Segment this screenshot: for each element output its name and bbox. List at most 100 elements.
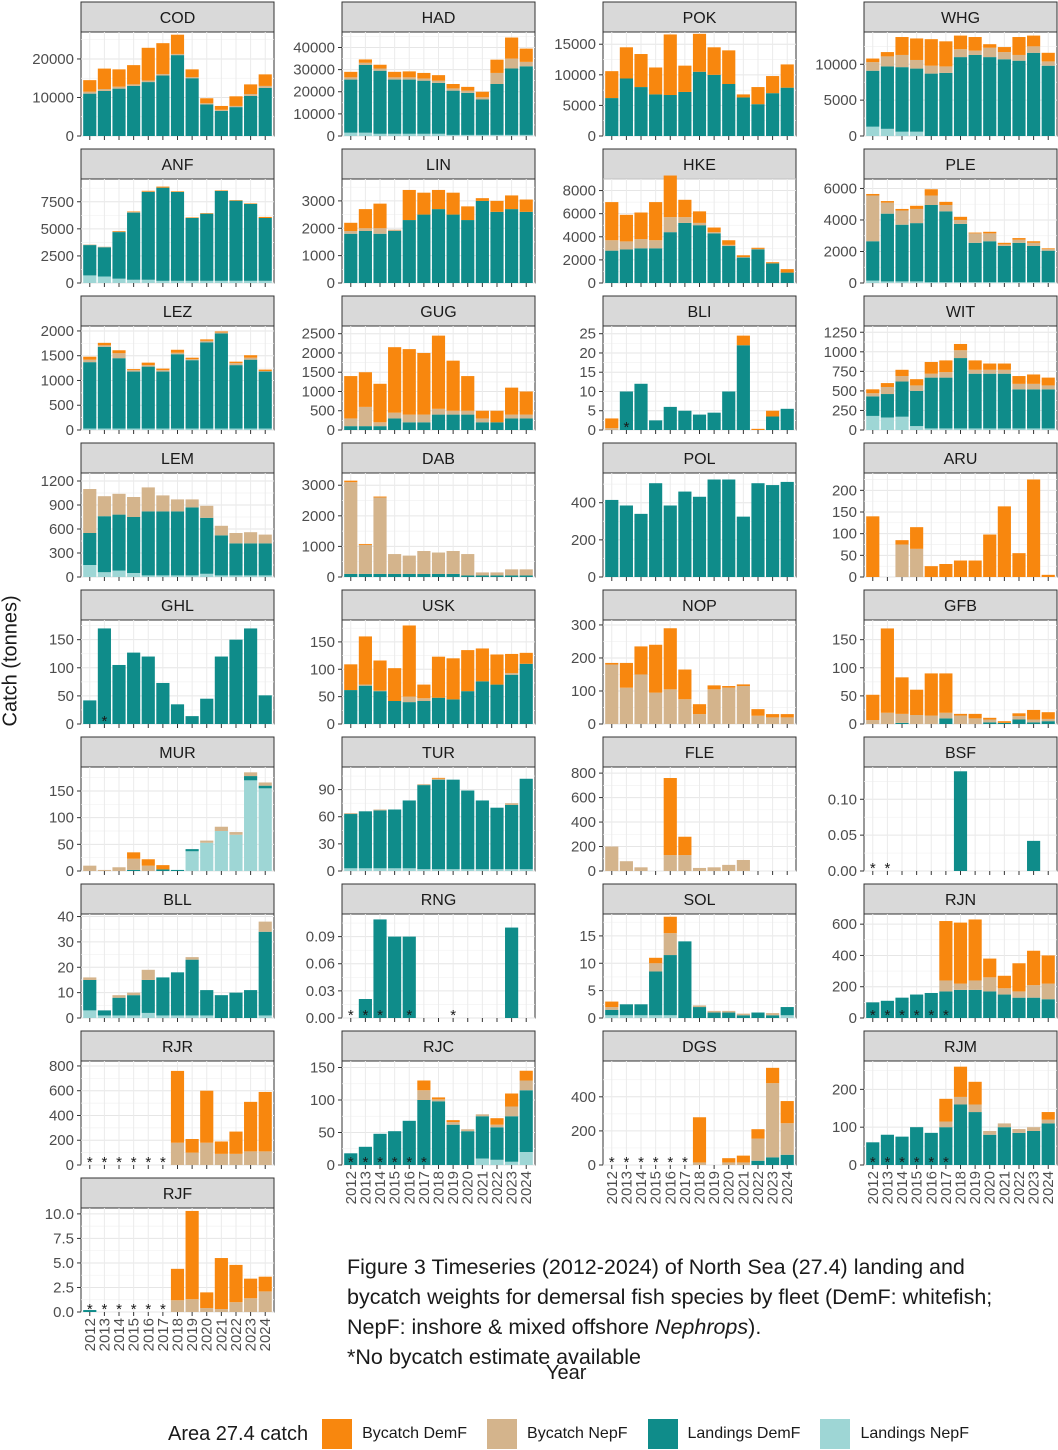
- bar-lin-2024-bycatch-demf: [519, 199, 533, 212]
- facet-strip-pol: [602, 442, 797, 474]
- bar-rjr-2019-bycatch-nepf: [185, 1152, 199, 1165]
- bar-hke-2022-bycatch-nepf: [751, 248, 765, 250]
- facet-title-rjc: RJC: [423, 1039, 454, 1056]
- bar-cod-2015-bycatch-demf: [127, 65, 141, 85]
- bar-ple-2021-bycatch-demf: [997, 242, 1011, 245]
- bar-lez-2016-bycatch-nepf: [141, 365, 155, 367]
- no-estimate-star-rjm-2016: *: [928, 1154, 934, 1171]
- bar-anf-2018-landings-nepf: [170, 280, 185, 283]
- x-tick-dgs-2016: 2016: [662, 1171, 679, 1204]
- facet-strip-aru: [863, 442, 1058, 474]
- bar-had-2020-landings-nepf: [461, 134, 475, 136]
- bar-usk-2024-landings-demf: [519, 663, 533, 724]
- y-tick-lem: 900: [49, 497, 74, 514]
- y-tick-aru: 200: [832, 482, 857, 499]
- y-tick-rjn: 400: [832, 947, 857, 964]
- bar-tur-2022-landings-nepf: [490, 869, 504, 871]
- x-tick-rjf-2012: 2012: [82, 1318, 99, 1351]
- bar-tur-2024-landings-demf: [519, 778, 533, 870]
- bar-lez-2015-bycatch-nepf: [127, 370, 141, 372]
- bar-wit-2012-bycatch-nepf: [866, 393, 880, 397]
- bar-rjm-2016-landings-demf: [924, 1132, 938, 1165]
- bar-lez-2018-bycatch-demf: [170, 349, 185, 353]
- bar-rjf-2023-bycatch-demf: [244, 1278, 258, 1299]
- bar-rjr-2022-bycatch-nepf: [229, 1153, 243, 1165]
- bar-bll-2019-landings-demf: [185, 959, 199, 1016]
- no-estimate-star-rjr-2015: *: [131, 1154, 137, 1171]
- bar-rjc-2020-bycatch-nepf: [461, 1129, 475, 1132]
- bar-cod-2016-landings-demf: [141, 82, 155, 136]
- bar-dab-2016-bycatch-nepf: [402, 555, 416, 574]
- bar-rjn-2021-landings-demf: [997, 994, 1011, 1018]
- bar-cod-2022-bycatch-demf: [229, 96, 243, 106]
- bar-aru-2014-bycatch-demf: [895, 540, 909, 545]
- bar-lem-2022-landings-nepf: [229, 575, 243, 577]
- bar-had-2019-landings-demf: [446, 90, 460, 135]
- bar-had-2024-bycatch-demf: [519, 48, 533, 62]
- bar-pol-2012-landings-demf: [605, 499, 619, 577]
- bar-wit-2014-landings-demf: [895, 381, 909, 417]
- bar-whg-2015-landings-demf: [910, 68, 924, 132]
- bar-rjn-2017-landings-demf: [939, 991, 953, 1018]
- no-estimate-star-rjm-2017: *: [943, 1154, 949, 1171]
- bar-fle-2016-bycatch-demf: [663, 778, 677, 856]
- bar-hke-2015-landings-demf: [649, 248, 663, 283]
- bar-had-2023-bycatch-nepf: [505, 58, 519, 69]
- bar-lin-2017-bycatch-demf: [417, 192, 431, 215]
- bar-lez-2013-bycatch-demf: [97, 342, 111, 346]
- bar-gug-2013-bycatch-nepf: [358, 406, 372, 427]
- bar-pok-2018-bycatch-demf: [692, 33, 707, 72]
- bar-wit-2024-bycatch-demf: [1041, 377, 1055, 386]
- bar-rjn-2020-landings-demf: [983, 991, 997, 1018]
- x-tick-rjm-2019: 2019: [967, 1171, 984, 1204]
- caption-line-3: NepF: inshore & mixed offshore Nephrops)…: [347, 1312, 1037, 1342]
- bar-rjf-2023-bycatch-nepf: [244, 1298, 258, 1312]
- bar-gug-2018-bycatch-nepf: [431, 408, 446, 415]
- bar-ple-2018-bycatch-demf: [953, 216, 968, 220]
- y-tick-ghl: 150: [49, 632, 74, 649]
- bar-whg-2019-bycatch-nepf: [968, 50, 982, 55]
- y-tick-had: 10000: [293, 106, 335, 123]
- bar-rjm-2021-landings-demf: [997, 1127, 1011, 1165]
- bar-rjf-2024-bycatch-demf: [258, 1276, 272, 1292]
- bar-anf-2012-landings-nepf: [83, 275, 97, 283]
- bar-bli-2023-landings-demf: [766, 416, 780, 430]
- bar-cod-2012-bycatch-nepf: [83, 91, 97, 94]
- bar-dgs-2021-bycatch-nepf: [736, 1162, 750, 1165]
- bar-hke-2021-bycatch-demf: [736, 255, 750, 257]
- bar-dab-2020-landings-demf: [461, 575, 475, 577]
- facet-pol: POL 0 200 400: [571, 442, 797, 586]
- bar-had-2017-landings-nepf: [417, 133, 431, 136]
- bar-usk-2020-bycatch-demf: [461, 650, 475, 692]
- bar-hke-2018-bycatch-nepf: [692, 222, 707, 226]
- bar-whg-2020-bycatch-demf: [983, 44, 997, 48]
- x-tick-rjf-2013: 2013: [96, 1318, 113, 1351]
- y-tick-bll: 0: [66, 1010, 74, 1027]
- bar-rng-2016-landings-demf: [402, 936, 416, 1018]
- bar-cod-2024-bycatch-demf: [258, 74, 272, 86]
- bar-ghl-2017-landings-demf: [156, 682, 170, 724]
- bar-gug-2016-landings-demf: [402, 422, 416, 430]
- bar-had-2022-landings-demf: [490, 84, 504, 135]
- bar-pol-2019-landings-demf: [707, 479, 721, 577]
- bar-fle-2013-bycatch-nepf: [619, 861, 633, 871]
- bar-gfb-2017-bycatch-nepf: [939, 712, 953, 719]
- bar-ple-2024-landings-demf: [1041, 250, 1055, 283]
- bar-hke-2014-landings-demf: [634, 248, 648, 283]
- bar-rjc-2014-landings-demf: [373, 1133, 387, 1165]
- y-tick-lez: 0: [66, 422, 74, 439]
- bar-had-2015-bycatch-nepf: [388, 77, 402, 80]
- bar-wit-2015-bycatch-demf: [910, 379, 924, 386]
- bar-sol-2022-landings-demf: [751, 1012, 765, 1018]
- legend-title: Area 27.4 catch: [168, 1422, 309, 1445]
- bar-rjm-2014-landings-demf: [895, 1136, 909, 1165]
- x-tick-rjm-2020: 2020: [982, 1171, 999, 1204]
- bar-wit-2023-landings-nepf: [1027, 428, 1041, 430]
- bar-hke-2021-bycatch-nepf: [736, 257, 750, 258]
- bar-wit-2020-bycatch-demf: [983, 363, 997, 370]
- bar-rjr-2018-bycatch-demf: [170, 1070, 185, 1143]
- bar-gfb-2017-landings-demf: [939, 718, 953, 724]
- bar-mur-2016-bycatch-nepf: [141, 865, 155, 871]
- bar-mur-2018-landings-demf: [170, 869, 185, 871]
- bar-lem-2017-landings-demf: [156, 511, 170, 576]
